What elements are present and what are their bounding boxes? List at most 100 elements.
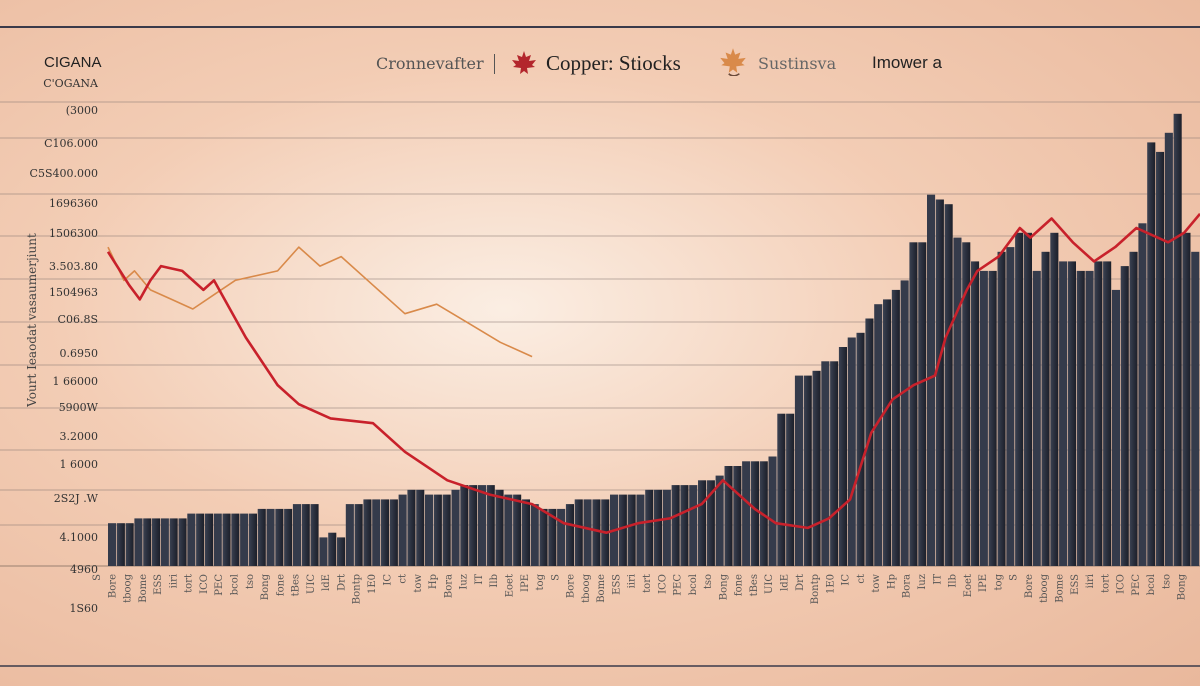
bar — [381, 499, 390, 566]
bar — [856, 332, 865, 566]
bar — [1173, 113, 1182, 567]
y-tick-label: 4960 — [70, 563, 98, 576]
x-tick-label: 1E0 — [367, 574, 378, 594]
bar — [706, 480, 715, 566]
bar — [1103, 261, 1112, 566]
bar — [1059, 261, 1068, 566]
y-tick-label: 1 66000 — [53, 375, 99, 388]
bar — [1067, 261, 1076, 566]
y-axis-title: Vourt Ieaodat vasaumerjiunt — [25, 233, 39, 408]
bar — [486, 485, 495, 566]
y-tick-label: 5900W — [59, 401, 99, 414]
x-tick-label: fone — [734, 574, 745, 596]
bar — [812, 370, 821, 566]
x-tick-label: Ilb — [489, 574, 500, 588]
bar — [883, 299, 892, 566]
x-tick-label: tog — [535, 573, 546, 590]
x-tick-label: IPE — [520, 574, 531, 592]
bar — [1076, 270, 1085, 566]
x-tick-label: tboog — [581, 573, 592, 602]
bar — [160, 518, 169, 566]
x-tick-label: iiri — [168, 574, 179, 588]
bar — [345, 504, 354, 566]
bar — [442, 494, 451, 566]
bar — [337, 537, 346, 566]
x-tick-label: tort — [1100, 574, 1111, 593]
bar — [328, 532, 337, 566]
x-tick-label: S — [1009, 574, 1020, 581]
bar — [310, 504, 319, 566]
x-tick-label: Ilb — [948, 574, 959, 588]
left-title: Cronnevafter — [376, 54, 484, 73]
bar — [1085, 270, 1094, 566]
x-tick-label: PEC — [673, 574, 684, 596]
bar — [689, 485, 698, 566]
bar — [574, 499, 583, 566]
bar — [451, 489, 460, 566]
bar — [530, 504, 539, 566]
x-axis-labels: S Bore tboog Bome ESS iiri tort ICO PEC bcol tso Bo… — [92, 573, 1188, 604]
orange-line — [107, 246, 533, 358]
bar — [786, 413, 795, 566]
y-tick-label: 1506300 — [49, 227, 98, 240]
y-axis-labels: C'OGANA (3000 C106.000 C5S400.000 1696360 150… — [30, 77, 100, 615]
x-tick-label: S — [550, 574, 561, 581]
bar — [935, 199, 944, 566]
bar — [750, 461, 759, 566]
x-tick-label: tow — [413, 574, 424, 593]
y-tick-label: (3000 — [66, 104, 98, 117]
bar — [997, 251, 1006, 567]
y-tick-label: 0.6950 — [60, 347, 99, 360]
x-tick-label: iiri — [1085, 574, 1096, 588]
bar — [592, 499, 601, 566]
y-tick-label: 1696360 — [49, 197, 98, 210]
bar — [671, 485, 680, 566]
bar — [927, 194, 936, 566]
bar — [204, 513, 213, 566]
x-tick-label: Hp — [886, 574, 897, 589]
bar — [1023, 232, 1032, 567]
bar — [1094, 261, 1103, 566]
bar — [724, 466, 733, 566]
x-tick-label: PEC — [214, 574, 225, 596]
bar — [134, 518, 143, 566]
x-tick-label: UIC — [306, 574, 317, 594]
bar — [662, 489, 671, 566]
x-tick-label: IPE — [978, 574, 989, 592]
bar — [372, 499, 381, 566]
y-tick-label: 2S2J .W — [54, 492, 99, 505]
x-tick-label: tso — [1161, 574, 1172, 589]
x-tick-label: Iuz — [917, 574, 928, 590]
x-tick-label: Bontp — [810, 574, 821, 604]
bar — [257, 508, 266, 566]
bar — [1138, 223, 1147, 567]
bar — [407, 489, 416, 566]
y-tick-label: C106.000 — [44, 137, 98, 150]
bar — [240, 513, 249, 566]
bar — [1015, 232, 1024, 567]
bar — [1111, 289, 1120, 566]
y-tick-label: 3.2000 — [60, 430, 99, 443]
bar — [187, 513, 196, 566]
bar — [416, 489, 425, 566]
bar — [742, 461, 751, 566]
bar — [178, 518, 187, 566]
bar — [301, 504, 310, 566]
bar — [319, 537, 328, 566]
bar — [618, 494, 627, 566]
x-tick-label: bcol — [230, 574, 241, 595]
x-tick-label: Bong — [718, 573, 729, 600]
bar — [1050, 232, 1059, 567]
right-corner-label: Imower a — [872, 53, 942, 72]
x-tick-label: Bome — [138, 574, 149, 603]
bar — [1182, 232, 1191, 567]
x-tick-label: IT — [932, 574, 943, 585]
bar — [794, 375, 803, 566]
x-tick-label: Drt — [795, 574, 806, 591]
x-tick-label: fone — [275, 574, 286, 596]
bar — [196, 513, 205, 566]
bar — [874, 304, 883, 566]
bar — [222, 513, 231, 566]
x-tick-label: Bontp — [352, 574, 363, 604]
x-tick-label: Bore — [107, 574, 118, 598]
